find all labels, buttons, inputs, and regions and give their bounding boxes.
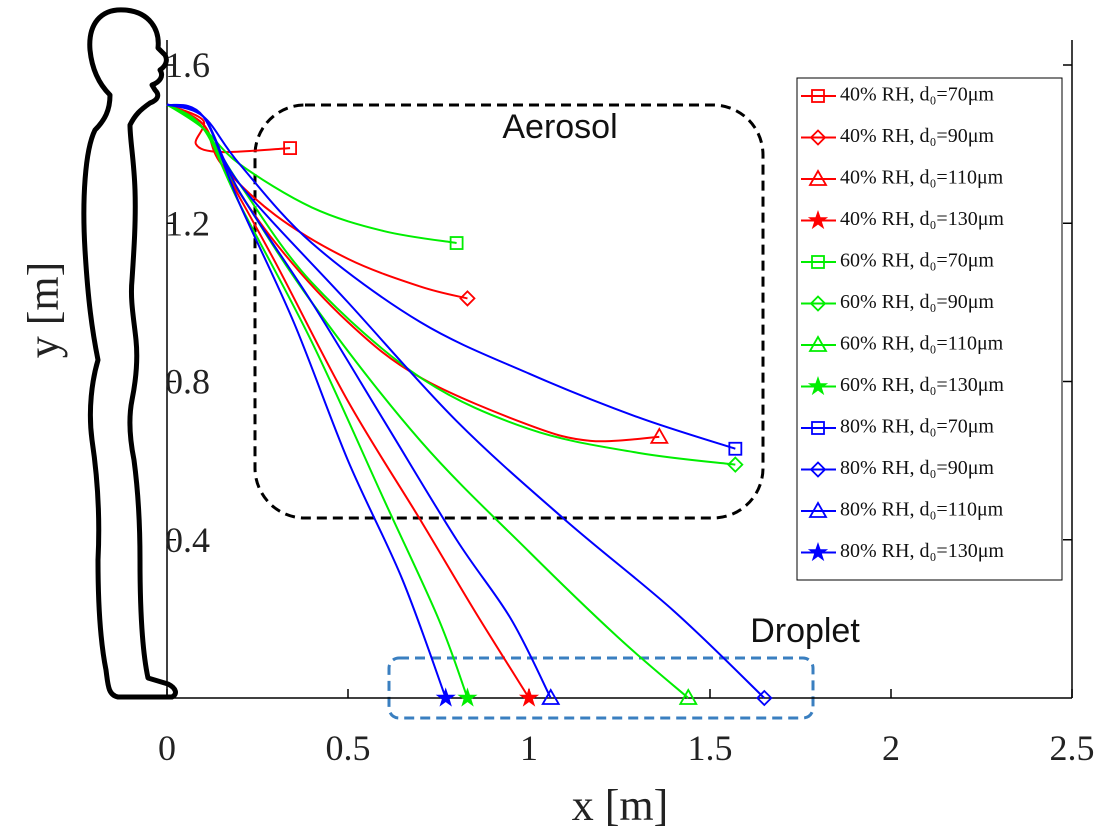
end-marker	[728, 441, 743, 456]
trajectory	[166, 103, 736, 466]
legend-label: 40% RH, d₀=110μm	[840, 167, 1004, 189]
y-tick-label: 1.6	[165, 45, 210, 85]
droplet-box	[387, 656, 815, 720]
x-tick-label: 2	[882, 728, 900, 768]
end-marker	[541, 688, 561, 705]
annotation: Droplet	[750, 612, 860, 650]
y-tick-label: 1.2	[165, 203, 210, 243]
legend-marker	[808, 335, 828, 352]
legend-label: 80% RH, d₀=70μm	[840, 416, 994, 438]
annotation: Aerosol	[502, 108, 617, 146]
y-tick-label: 0.4	[165, 520, 210, 560]
trajectory	[166, 103, 765, 699]
legend-marker	[809, 461, 827, 478]
legend-marker	[809, 295, 827, 312]
x-tick-label: 0	[158, 728, 176, 768]
end-marker	[449, 236, 464, 250]
end-marker	[727, 456, 744, 473]
end-marker	[756, 689, 773, 707]
end-marker	[649, 427, 669, 444]
end-marker	[457, 687, 478, 707]
x-tick-label: 0.5	[326, 728, 371, 768]
end-marker	[283, 141, 297, 155]
legend-marker	[811, 255, 825, 269]
y-axis-label: y [m]	[19, 262, 68, 359]
aerosol-box	[253, 103, 765, 520]
human-silhouette	[81, 7, 178, 700]
legend-marker	[808, 501, 828, 518]
x-tick-label: 1	[520, 728, 538, 768]
trajectory	[166, 103, 660, 443]
legend-marker	[808, 169, 828, 186]
end-marker	[435, 687, 456, 707]
end-marker	[678, 688, 698, 705]
legend-label: 60% RH, d₀=110μm	[840, 333, 1004, 355]
trajectory	[166, 103, 530, 699]
trajectory	[166, 103, 291, 154]
x-tick-label: 2.5	[1050, 728, 1095, 768]
legend-label: 80% RH, d₀=130μm	[840, 540, 1004, 562]
x-tick-label: 1.5	[688, 728, 733, 768]
x-axis-label: x [m]	[572, 781, 669, 830]
legend-marker	[807, 541, 829, 562]
y-tick-label: 0.8	[165, 362, 210, 402]
trajectory	[166, 103, 469, 699]
legend-marker	[811, 421, 825, 435]
legend-marker	[811, 89, 825, 103]
trajectory	[166, 103, 736, 450]
legend-label: 80% RH, d₀=110μm	[840, 499, 1004, 521]
trajectory	[166, 103, 552, 699]
legend-label: 60% RH, d₀=90μm	[840, 291, 994, 313]
legend-label: 40% RH, d₀=130μm	[840, 208, 1004, 230]
legend-label: 40% RH, d₀=70μm	[840, 84, 994, 106]
legend-marker	[807, 375, 829, 396]
legend-marker	[809, 129, 827, 146]
legend-label: 60% RH, d₀=70μm	[840, 250, 994, 272]
legend-box	[796, 77, 1063, 581]
legend-label: 40% RH, d₀=90μm	[840, 125, 994, 147]
legend-marker	[807, 209, 829, 230]
end-marker	[518, 687, 540, 707]
trajectory	[166, 103, 447, 699]
legend-label: 60% RH, d₀=130μm	[840, 374, 1004, 396]
legend-label: 80% RH, d₀=90μm	[840, 457, 994, 479]
end-marker	[459, 290, 476, 307]
trajectory	[166, 103, 689, 699]
